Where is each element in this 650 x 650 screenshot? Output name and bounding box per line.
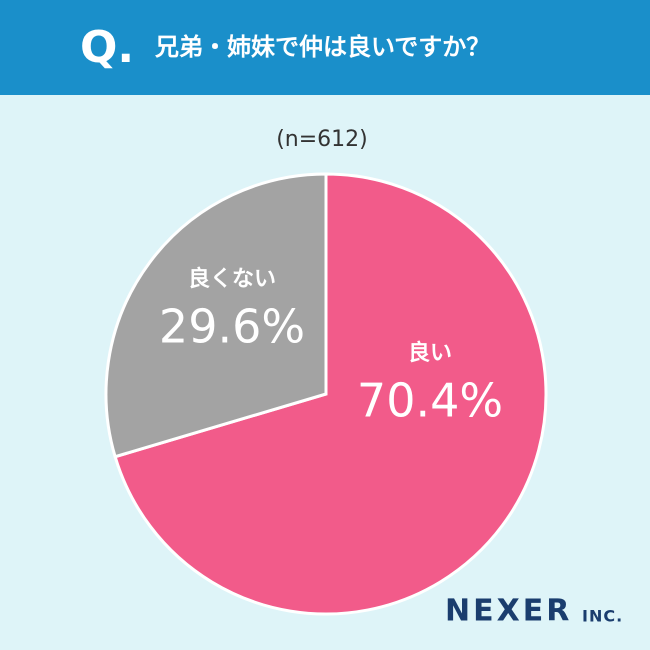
slice-label: 良くない [188, 266, 276, 292]
slice-value: 70.4% [357, 374, 503, 428]
pie [104, 172, 548, 616]
logo-suffix: INC. [582, 607, 623, 626]
question-mark: Q. [80, 22, 134, 73]
logo: NEXER [445, 594, 572, 629]
chart-title: 兄弟・姉妹で仲は良いですか？ [154, 33, 490, 61]
chart-subtitle: (n=612) [276, 127, 368, 152]
pie-slice [104, 172, 328, 459]
header-bar [0, 0, 650, 95]
slice-label: 良い [408, 340, 452, 366]
pie-slice [113, 172, 548, 616]
slice-value: 29.6% [159, 300, 305, 354]
